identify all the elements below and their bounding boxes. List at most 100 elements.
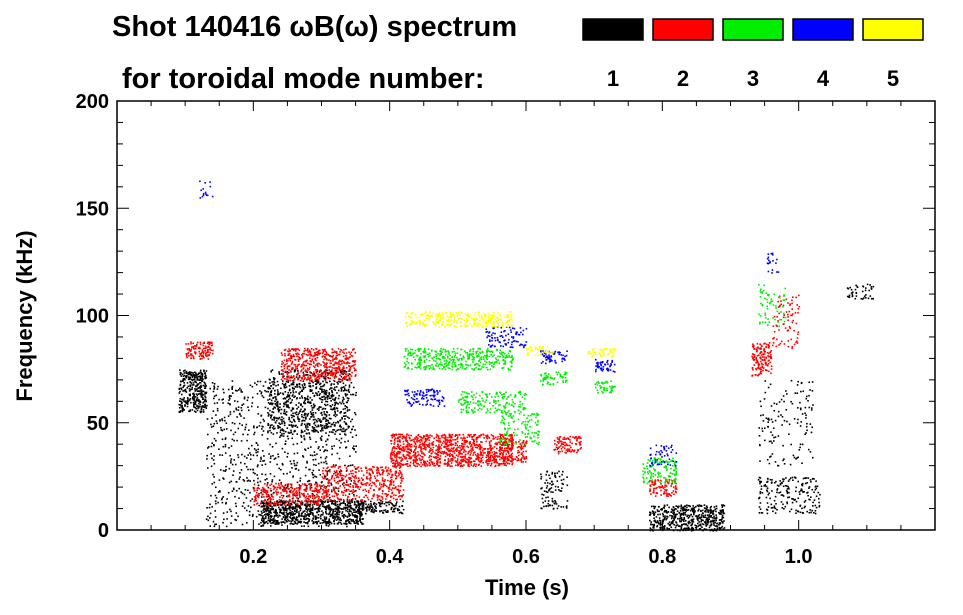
spectrum-point — [296, 352, 299, 354]
spectrum-point — [277, 405, 279, 408]
spectrum-point — [397, 472, 400, 474]
spectrum-point — [233, 488, 235, 491]
spectrum-point — [269, 484, 271, 487]
spectrum-point — [658, 510, 660, 513]
spectrum-point — [345, 507, 347, 510]
spectrum-point — [325, 415, 328, 418]
spectrum-point — [345, 352, 348, 354]
spectrum-point — [681, 523, 683, 526]
spectrum-point — [342, 355, 345, 358]
spectrum-point — [330, 408, 332, 410]
spectrum-point — [205, 400, 207, 403]
spectrum-point — [289, 499, 291, 501]
spectrum-point — [314, 412, 317, 414]
spectrum-point — [354, 413, 357, 416]
spectrum-point — [304, 430, 306, 432]
spectrum-point — [694, 526, 697, 529]
spectrum-point — [801, 484, 804, 487]
spectrum-point — [684, 509, 687, 512]
spectrum-point — [199, 369, 202, 372]
spectrum-point — [277, 392, 279, 395]
spectrum-point — [337, 506, 339, 508]
spectrum-point — [304, 522, 307, 524]
spectrum-point — [304, 503, 307, 505]
spectrum-point — [240, 415, 242, 417]
spectrum-point — [787, 485, 789, 488]
spectrum-point — [235, 463, 237, 466]
spectrum-point — [220, 469, 222, 471]
spectrum-point — [344, 388, 346, 391]
spectrum-point — [655, 521, 657, 523]
spectrum-point — [224, 437, 227, 439]
spectrum-point — [663, 518, 665, 521]
spectrum-point — [673, 519, 676, 521]
spectrum-point — [761, 492, 764, 494]
spectrum-point — [306, 424, 309, 426]
spectrum-point — [348, 512, 350, 515]
spectrum-point — [339, 419, 341, 422]
spectrum-point — [182, 398, 185, 401]
spectrum-point — [264, 514, 266, 516]
spectrum-point — [286, 394, 289, 396]
spectrum-point — [375, 503, 378, 506]
spectrum-point — [318, 377, 321, 380]
spectrum-point — [304, 399, 306, 401]
spectrum-point — [780, 501, 783, 503]
spectrum-point — [298, 521, 301, 523]
spectrum-point — [256, 489, 258, 491]
spectrum-point — [281, 416, 283, 418]
spectrum-point — [703, 516, 706, 518]
spectrum-point — [341, 417, 343, 420]
spectrum-point — [201, 393, 204, 395]
spectrum-point — [272, 488, 275, 491]
spectrum-point — [561, 487, 563, 489]
spectrum-point — [328, 469, 330, 472]
spectrum-point — [851, 295, 854, 298]
spectrum-point — [284, 514, 286, 517]
spectrum-point — [279, 392, 282, 394]
spectrum-point — [266, 493, 268, 496]
spectrum-point — [769, 456, 771, 458]
spectrum-point — [707, 520, 710, 523]
spectrum-point — [221, 501, 224, 504]
spectrum-point — [819, 493, 821, 496]
spectrum-point — [307, 395, 309, 398]
spectrum-point — [770, 455, 772, 458]
spectrum-point — [215, 486, 217, 489]
legend-label-mode-1: 1 — [607, 66, 619, 91]
spectrum-point — [391, 474, 394, 476]
spectrum-point — [327, 501, 329, 503]
spectrum-point — [546, 482, 549, 484]
spectrum-point — [312, 499, 315, 502]
spectrum-point — [768, 492, 770, 494]
spectrum-point — [264, 479, 267, 481]
spectrum-point — [552, 508, 555, 510]
spectrum-point — [312, 429, 314, 432]
spectrum-point — [367, 491, 370, 494]
spectrum-point — [322, 519, 325, 522]
spectrum-point — [664, 515, 666, 517]
spectrum-point — [181, 404, 183, 407]
spectrum-point — [274, 407, 276, 409]
spectrum-point — [269, 429, 271, 432]
spectrum-point — [237, 454, 239, 456]
spectrum-point — [262, 489, 265, 491]
spectrum-point — [329, 397, 332, 400]
spectrum-point — [308, 418, 311, 420]
spectrum-point — [338, 509, 340, 511]
spectrum-point — [713, 524, 715, 526]
spectrum-point — [179, 371, 182, 374]
spectrum-point — [336, 357, 338, 360]
spectrum-point — [241, 391, 243, 393]
spectrum-point — [273, 383, 275, 386]
spectrum-point — [777, 464, 779, 467]
spectrum-point — [349, 502, 352, 504]
spectrum-point — [330, 482, 332, 485]
spectrum-point — [348, 499, 351, 501]
spectrum-point — [656, 525, 658, 528]
spectrum-point — [304, 412, 306, 415]
spectrum-point — [319, 430, 322, 432]
spectrum-point — [184, 389, 186, 392]
spectrum-point — [699, 524, 702, 527]
spectrum-point — [378, 489, 380, 491]
